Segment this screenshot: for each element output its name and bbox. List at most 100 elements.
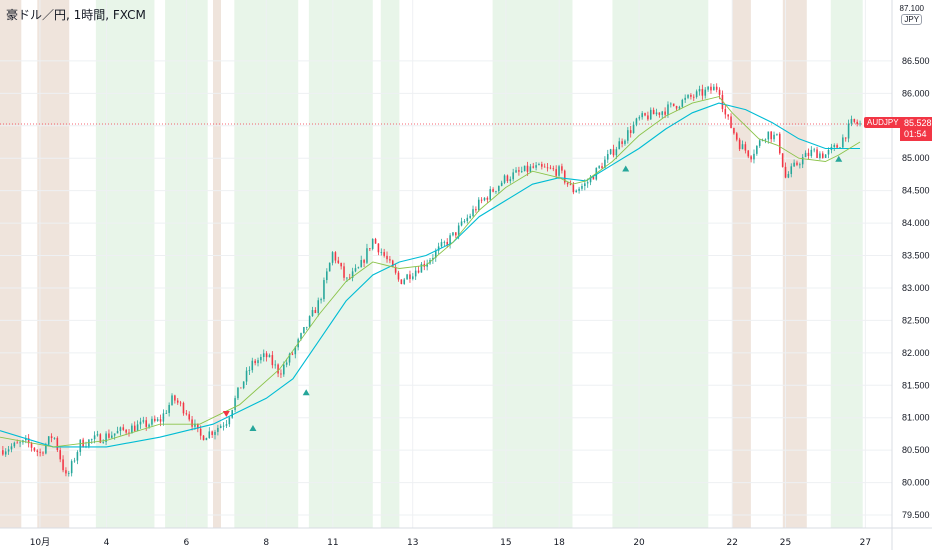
candle-body <box>162 413 165 422</box>
candle-body <box>652 109 655 115</box>
session-band <box>830 0 863 528</box>
candle-body <box>76 452 79 461</box>
candle-body <box>776 133 778 135</box>
candle-body <box>506 175 509 182</box>
currency-badge[interactable]: 87.100 JPY <box>900 4 924 25</box>
candle-body <box>389 259 391 261</box>
time-axis[interactable]: 10月 4 6 8 11 13 15 18 20 22 25 27 <box>0 527 932 548</box>
candle-body <box>790 166 793 175</box>
candle-body <box>758 140 761 146</box>
time-tick-label: 4 <box>104 538 110 548</box>
candle-body <box>16 442 18 444</box>
candle-body <box>675 106 678 109</box>
candle-body <box>449 235 451 245</box>
candle-body <box>604 159 606 169</box>
candle-body <box>79 439 82 453</box>
candle-body <box>569 184 572 186</box>
candle-body <box>801 157 804 165</box>
time-tick-label: 18 <box>553 538 565 548</box>
candle-body <box>824 154 827 158</box>
candle-body <box>563 170 566 183</box>
candle-body <box>738 139 741 150</box>
candle-body <box>658 112 661 115</box>
candle-body <box>205 437 208 441</box>
candle-body <box>248 370 251 371</box>
candle-body <box>859 123 861 125</box>
candle-body <box>552 168 555 170</box>
candle-body <box>159 419 162 422</box>
session-band <box>37 0 70 528</box>
candle-body <box>231 410 234 418</box>
candle-body <box>102 442 104 443</box>
candle-body <box>575 190 578 193</box>
candle-body <box>165 412 168 414</box>
price-tick-label: 84.500 <box>902 186 930 196</box>
candle-body <box>33 447 36 451</box>
candle-body <box>383 252 385 256</box>
candle-body <box>397 272 400 280</box>
candle-body <box>262 353 265 358</box>
candle-body <box>778 133 781 154</box>
candle-body <box>251 360 254 371</box>
candle-body <box>113 433 116 436</box>
candle-body <box>500 182 503 186</box>
candle-body <box>42 452 44 454</box>
candle-body <box>446 241 449 245</box>
candle-body <box>624 140 626 144</box>
session-band <box>95 0 155 528</box>
candle-body <box>672 103 675 107</box>
price-tick-label: 80.500 <box>902 445 930 455</box>
candle-body <box>237 387 239 399</box>
time-tick-label: 27 <box>860 538 871 548</box>
candle-body <box>39 451 41 453</box>
candle-body <box>503 175 506 183</box>
candle-body <box>486 197 489 200</box>
candle-body <box>715 86 718 90</box>
candle-body <box>369 248 371 250</box>
candle-body <box>7 449 10 452</box>
time-tick-label: 20 <box>633 538 645 548</box>
candle-body <box>68 473 70 474</box>
candle-body <box>695 91 698 98</box>
bar-countdown: 01:54 <box>904 128 927 139</box>
price-tick-label: 81.000 <box>902 413 930 423</box>
candle-body <box>707 86 709 90</box>
candle-body <box>621 141 623 144</box>
candle-body <box>606 154 609 160</box>
candle-body <box>380 252 383 253</box>
candle-body <box>142 420 145 422</box>
candle-body <box>741 144 744 150</box>
candle-body <box>618 141 621 150</box>
candle-body <box>354 268 357 272</box>
candle-body <box>463 221 466 222</box>
candle-body <box>105 433 107 443</box>
price-axis[interactable]: 79.500 80.000 80.500 81.000 81.500 82.000 82.5… <box>891 0 930 550</box>
price-tick-label: 82.000 <box>902 348 930 358</box>
candle-body <box>781 153 784 167</box>
candle-body <box>592 176 595 180</box>
candle-body <box>730 116 732 129</box>
candle-body <box>208 431 211 438</box>
candle-body <box>188 414 190 420</box>
candle-body <box>125 429 127 433</box>
candle-body <box>440 242 443 247</box>
candle-body <box>655 112 658 115</box>
candle-body <box>839 147 841 149</box>
candle-body <box>518 170 520 172</box>
session-band <box>732 0 751 528</box>
candle-body <box>638 117 641 119</box>
candle-body <box>222 425 225 427</box>
candle-body <box>340 262 342 267</box>
candle-body <box>483 197 486 201</box>
candle-body <box>541 164 543 167</box>
candle-body <box>609 149 612 155</box>
currency-unit-label: JPY <box>901 14 923 25</box>
candle-body <box>807 152 810 157</box>
last-price-value: 85.528 <box>904 117 932 128</box>
candle-body <box>704 89 707 96</box>
candle-body <box>589 176 592 183</box>
candle-body <box>455 232 457 236</box>
candle-body <box>532 166 535 168</box>
candle-body <box>787 174 790 178</box>
